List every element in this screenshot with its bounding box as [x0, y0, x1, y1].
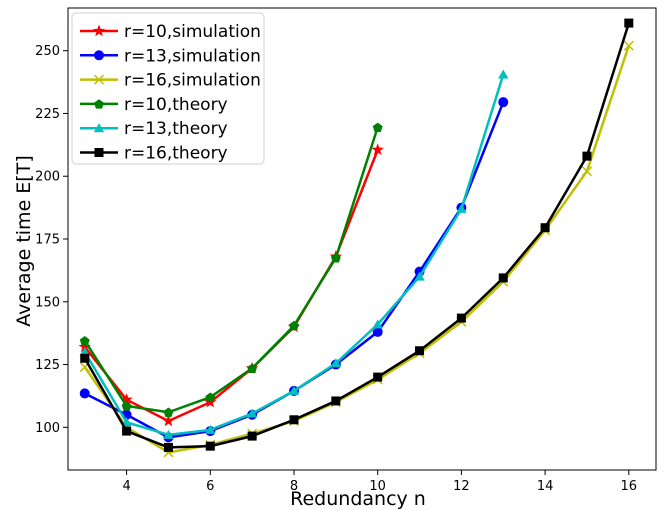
legend-entry: r=16,simulation: [80, 71, 261, 91]
data-point-square: [205, 441, 215, 451]
y-tick-label: 125: [35, 358, 60, 373]
data-point-triangle: [246, 408, 258, 418]
data-point-x: [581, 166, 592, 177]
x-tick-label: 14: [537, 479, 554, 494]
x-axis-label: Redundancy n: [290, 488, 426, 510]
data-point-square: [94, 148, 104, 157]
data-point-x: [623, 40, 634, 51]
data-point-square: [331, 396, 341, 406]
legend: r=10,simulation r=13,simulation r=16,simul…: [71, 12, 265, 165]
series-layer: [78, 18, 634, 458]
data-point-star: [120, 393, 133, 405]
data-point-triangle: [498, 69, 509, 79]
data-point-pentagon: [289, 320, 299, 331]
legend-entry: r=13,simulation: [80, 46, 261, 66]
data-point-triangle: [121, 417, 132, 427]
x-axis: 4 6 8 10 12 14 16: [122, 470, 637, 494]
data-point-square: [456, 313, 466, 323]
data-point-circle: [372, 326, 383, 337]
y-tick-label: 200: [35, 170, 60, 185]
data-point-circle: [79, 388, 90, 399]
data-point-square: [80, 353, 90, 363]
data-point-pentagon: [330, 253, 341, 263]
series-line: [83, 126, 379, 414]
data-point-triangle: [79, 346, 90, 356]
x-tick-label: 8: [290, 479, 298, 494]
data-point-star: [92, 24, 106, 37]
series-r-16-theory: [80, 18, 634, 452]
data-point-x-stroke: [623, 40, 634, 51]
y-tick-label: 150: [35, 295, 60, 310]
legend-label: r=10,simulation: [124, 22, 261, 42]
series-line: [83, 22, 630, 449]
data-point-pentagon: [121, 401, 132, 411]
legend-entry: r=13,theory: [80, 119, 228, 139]
data-point-square: [163, 442, 173, 452]
series-r-13-theory: [79, 69, 509, 439]
legend-box: [71, 12, 265, 165]
series-r-10-theory: [79, 122, 383, 417]
data-point-triangle: [330, 358, 342, 368]
data-point-triangle: [163, 429, 174, 439]
data-point-circle: [498, 97, 509, 108]
data-point-pentagon: [94, 99, 104, 109]
legend-label: r=13,simulation: [124, 46, 261, 66]
data-point-star: [162, 414, 175, 427]
data-point-triangle: [456, 203, 467, 213]
data-point-square: [122, 426, 132, 436]
data-point-pentagon: [163, 407, 174, 417]
data-point-circle: [94, 50, 104, 61]
legend-label: r=10,theory: [124, 95, 228, 115]
data-point-x-stroke: [581, 166, 592, 177]
data-point-triangle: [414, 271, 425, 281]
legend-entry: r=16,theory: [80, 144, 228, 164]
data-point-x-stroke: [93, 74, 105, 85]
data-point-square: [540, 223, 550, 233]
legend-entry: r=10,simulation: [80, 22, 261, 42]
data-point-star: [371, 143, 384, 156]
x-tick-label: 4: [122, 479, 130, 494]
data-point-triangle: [372, 319, 383, 329]
data-point-pentagon: [79, 335, 90, 346]
y-tick-label: 100: [35, 421, 60, 436]
x-tick-label: 12: [453, 479, 470, 494]
data-point-square: [373, 372, 383, 382]
data-point-square: [624, 18, 634, 28]
data-point-triangle: [205, 424, 216, 434]
data-point-x: [93, 74, 105, 85]
y-axis: 100 125 150 175 200 225 250: [35, 44, 68, 436]
data-point-triangle: [93, 123, 105, 133]
data-point-pentagon: [247, 363, 258, 374]
legend-label: r=16,simulation: [124, 71, 261, 91]
data-point-star: [78, 340, 91, 353]
legend-label: r=13,theory: [124, 119, 228, 139]
y-tick-label: 175: [35, 233, 60, 248]
series-line: [83, 149, 379, 423]
data-point-square: [498, 273, 508, 283]
y-tick-label: 250: [35, 44, 60, 59]
x-tick-label: 6: [206, 479, 214, 494]
data-point-triangle: [288, 385, 300, 395]
data-point-square: [582, 151, 592, 161]
y-tick-label: 225: [35, 107, 60, 122]
y-axis-label: Average time E[T]: [13, 155, 35, 326]
data-point-square: [289, 415, 299, 425]
x-tick-label: 16: [621, 479, 638, 494]
data-point-square: [415, 346, 425, 356]
legend-label: r=16,theory: [124, 144, 228, 164]
data-point-square: [247, 431, 257, 441]
legend-entry: r=10,theory: [80, 95, 228, 115]
data-point-pentagon: [205, 392, 216, 402]
data-point-pentagon: [372, 122, 383, 132]
x-tick-label: 10: [369, 479, 386, 494]
series-line: [83, 45, 630, 454]
